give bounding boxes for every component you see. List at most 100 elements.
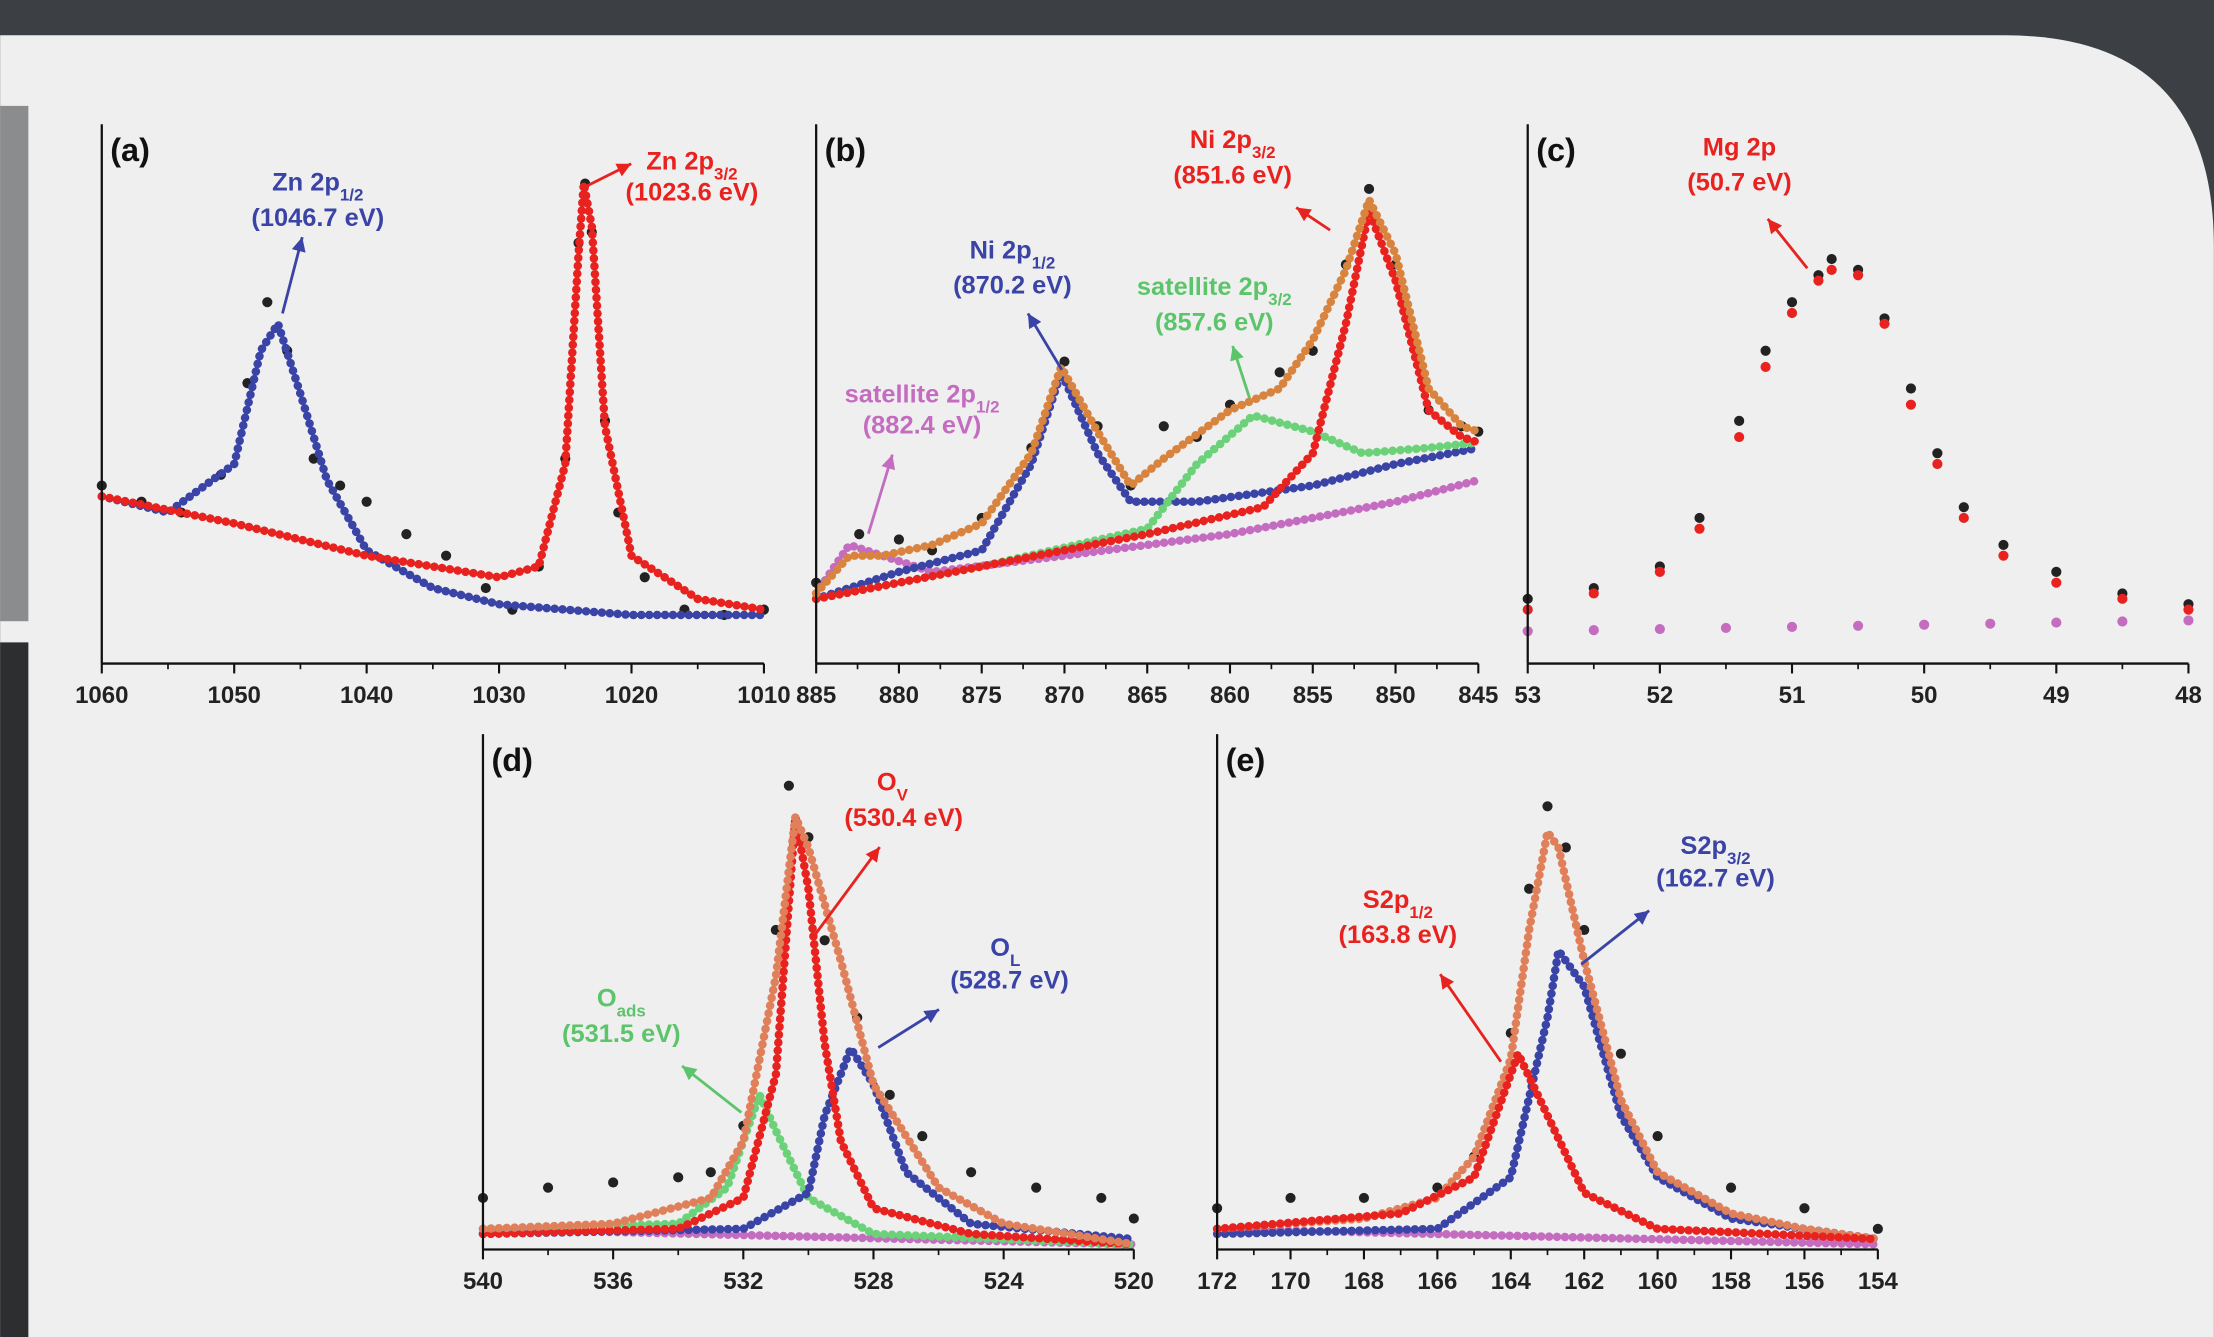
annotation-text: Ni 2p — [970, 236, 1032, 264]
data-point — [1906, 400, 1916, 410]
data-point — [784, 781, 794, 791]
x-tick-label: 51 — [1779, 682, 1806, 709]
data-point — [820, 935, 830, 945]
annotation-subscript: 3/2 — [1268, 290, 1292, 309]
annotation-text: O — [990, 934, 1010, 962]
data-point — [1761, 362, 1771, 372]
x-tick-label: 870 — [1044, 682, 1084, 709]
annotation-text: O — [597, 985, 617, 1013]
annotation-text: Mg 2p — [1703, 133, 1776, 161]
data-point — [401, 529, 411, 539]
data-point — [1616, 1049, 1626, 1059]
x-tick-label: 1030 — [472, 682, 525, 709]
data-point — [1721, 623, 1731, 633]
data-point — [1129, 1213, 1139, 1223]
x-tick-label: 855 — [1293, 682, 1333, 709]
x-tick-label: 52 — [1647, 682, 1674, 709]
data-point — [1998, 540, 2008, 550]
data-point — [2051, 617, 2061, 627]
annotation-subscript: 1/2 — [1409, 902, 1433, 921]
data-point — [1364, 184, 1374, 194]
data-point — [1542, 801, 1552, 811]
data-point — [640, 572, 650, 582]
panel-label: (c) — [1536, 132, 1576, 168]
annotation-energy: (528.7 eV) — [950, 966, 1069, 994]
data-point — [1932, 459, 1942, 469]
data-point — [894, 534, 904, 544]
x-tick-label: 1060 — [75, 682, 128, 709]
data-point — [1589, 588, 1599, 598]
data-point — [2117, 616, 2127, 626]
x-tick-label: 865 — [1127, 682, 1167, 709]
annotation-energy: (530.4 eV) — [844, 804, 963, 832]
data-point — [1985, 619, 1995, 629]
data-point — [1359, 1193, 1369, 1203]
annotation-text: satellite 2p — [1137, 273, 1268, 301]
x-tick-label: 845 — [1458, 682, 1498, 709]
annotation-energy: (851.6 eV) — [1173, 162, 1292, 190]
x-tick-label: 158 — [1711, 1268, 1751, 1295]
data-point — [1761, 346, 1771, 356]
data-point — [1906, 383, 1916, 393]
data-point — [2117, 594, 2127, 604]
x-tick-label: 520 — [1114, 1268, 1154, 1295]
annotation-subscript: 1/2 — [340, 185, 364, 204]
x-tick-label: 536 — [593, 1268, 633, 1295]
data-point — [1653, 1131, 1663, 1141]
panel-label: (e) — [1226, 742, 1266, 778]
x-tick-label: 1010 — [737, 682, 790, 709]
panel-label: (d) — [491, 742, 532, 778]
x-tick-label: 164 — [1491, 1268, 1532, 1295]
data-point — [673, 1172, 683, 1182]
annotation-label: Mg 2p — [1703, 133, 1776, 161]
data-point — [481, 583, 491, 593]
data-point — [262, 297, 272, 307]
data-point — [1998, 551, 2008, 561]
x-tick-label: 524 — [984, 1268, 1025, 1295]
data-point — [1734, 432, 1744, 442]
data-point — [1787, 297, 1797, 307]
x-tick-label: 168 — [1344, 1268, 1384, 1295]
data-point — [1159, 421, 1169, 431]
x-tick-label: 170 — [1271, 1268, 1311, 1295]
annotation-text: Ni 2p — [1190, 126, 1252, 154]
x-tick-label: 1050 — [208, 682, 261, 709]
data-point — [1275, 367, 1285, 377]
annotation-text: O — [877, 769, 897, 797]
x-tick-label: 48 — [2175, 682, 2202, 709]
x-tick-label: 53 — [1514, 682, 1541, 709]
data-point — [2051, 578, 2061, 588]
x-tick-label: 162 — [1564, 1268, 1604, 1295]
data-point — [1655, 624, 1665, 634]
annotation-energy: (857.6 eV) — [1155, 308, 1274, 336]
data-point — [706, 1167, 716, 1177]
data-point — [1799, 1203, 1809, 1213]
data-point — [1694, 524, 1704, 534]
annotation-energy: (1046.7 eV) — [251, 204, 384, 232]
data-point — [2051, 567, 2061, 577]
annotation-text: satellite 2p — [845, 380, 976, 408]
annotation-energy: (531.5 eV) — [562, 1020, 681, 1048]
annotation-energy: (1023.6 eV) — [626, 178, 759, 206]
data-point — [1919, 620, 1929, 630]
annotation-energy: (50.7 eV) — [1687, 169, 1792, 197]
x-tick-label: 1020 — [605, 682, 658, 709]
annotation-text: S2p — [1363, 886, 1410, 914]
data-point — [1031, 1183, 1041, 1193]
data-point — [1655, 567, 1665, 577]
x-tick-label: 880 — [879, 682, 919, 709]
x-tick-label: 875 — [962, 682, 1002, 709]
x-tick-label: 885 — [796, 682, 836, 709]
annotation-energy: (882.4 eV) — [863, 411, 982, 439]
x-tick-label: 160 — [1638, 1268, 1678, 1295]
data-point — [1873, 1224, 1883, 1234]
data-point — [917, 1131, 927, 1141]
x-tick-label: 49 — [2043, 682, 2070, 709]
data-point — [1827, 265, 1837, 275]
data-point — [1959, 513, 1969, 523]
data-point — [1726, 1183, 1736, 1193]
data-point — [1853, 621, 1863, 631]
x-tick-label: 154 — [1858, 1268, 1899, 1295]
annotation-energy: (870.2 eV) — [953, 272, 1072, 300]
micrograph-strip — [0, 642, 28, 1337]
